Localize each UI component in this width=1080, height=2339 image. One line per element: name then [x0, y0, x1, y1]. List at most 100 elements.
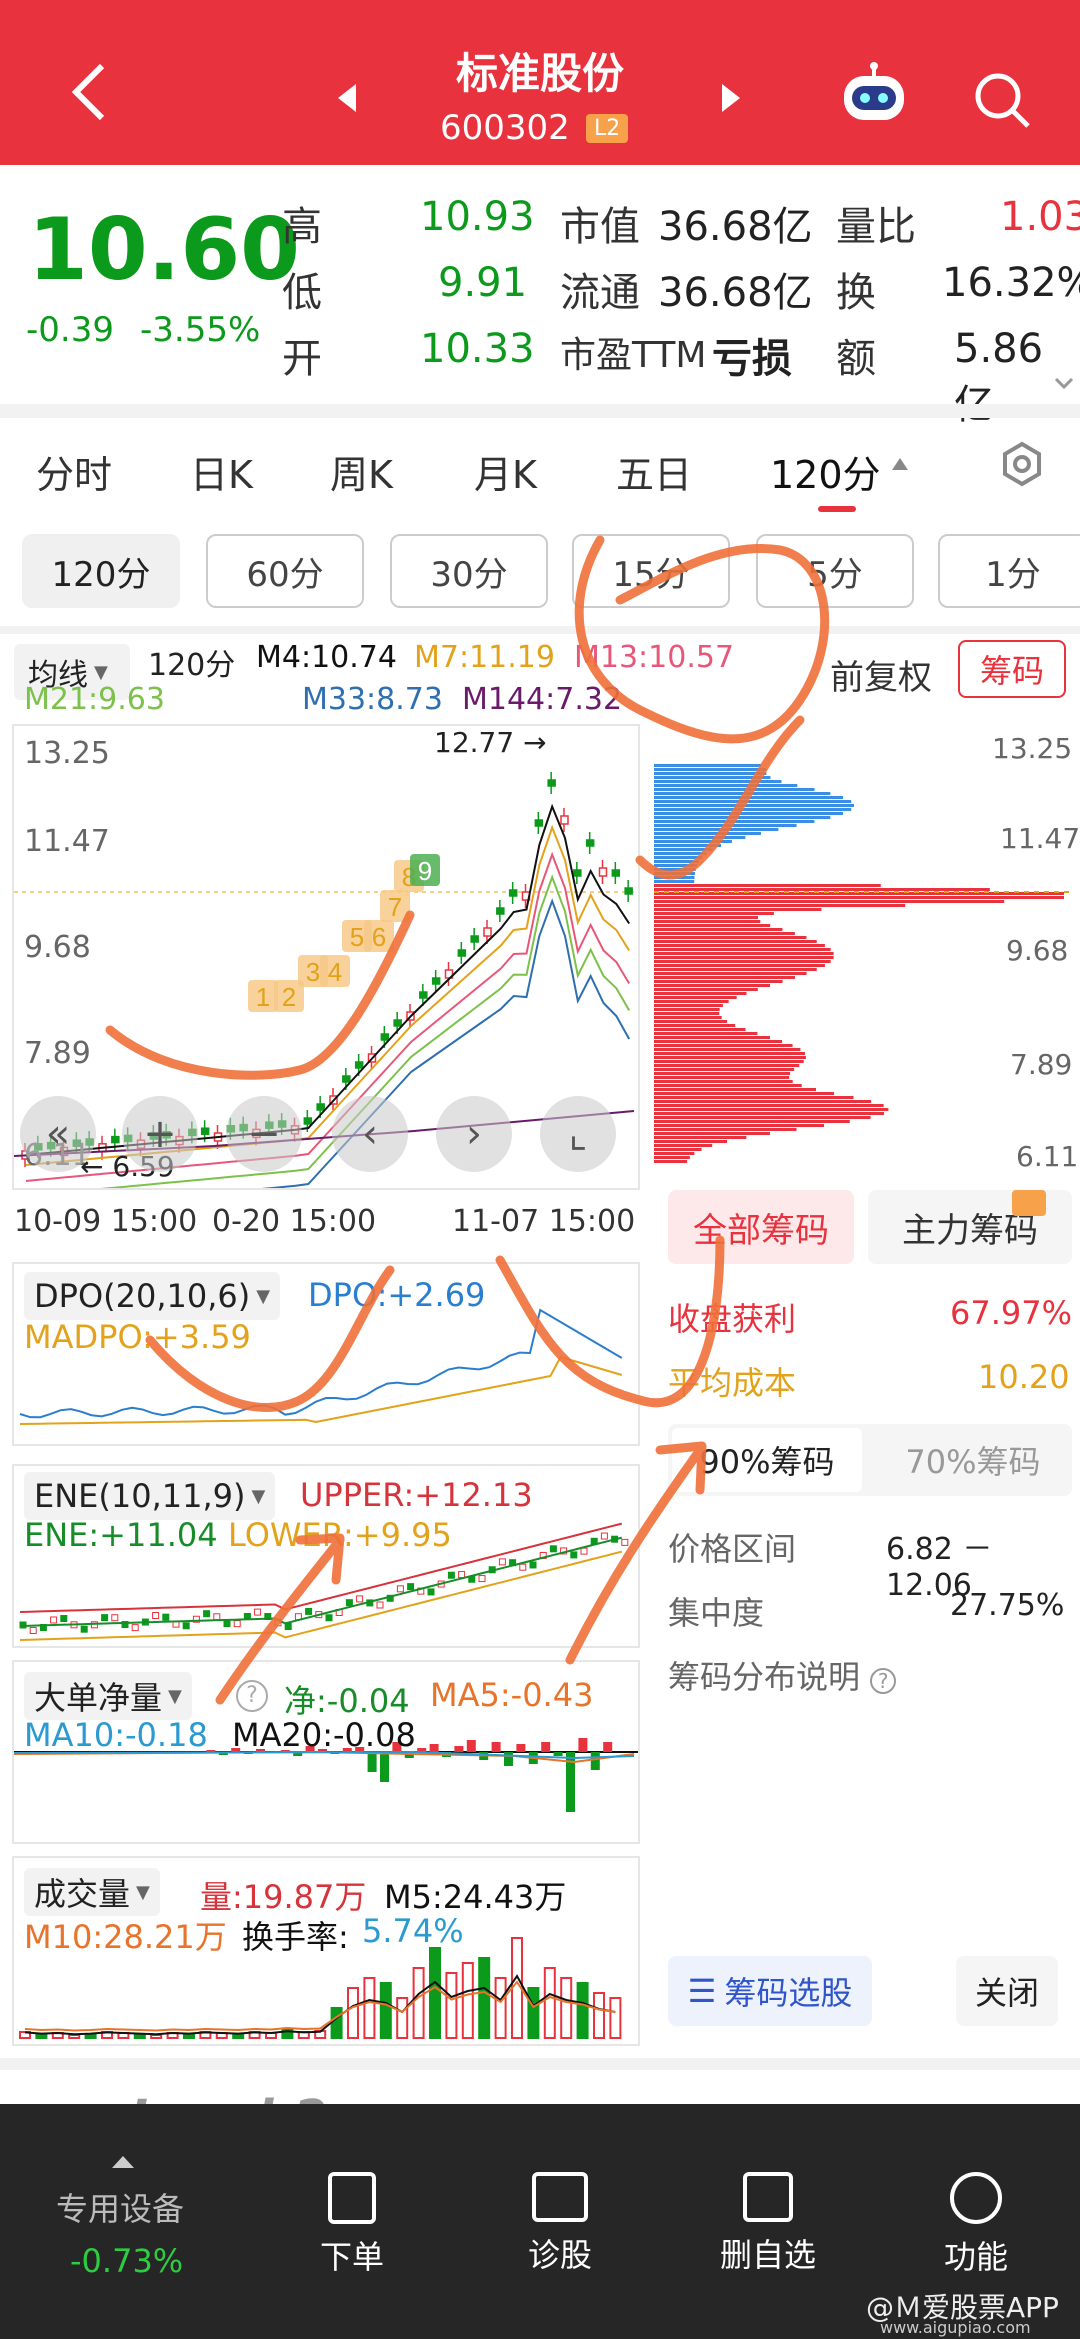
remove-watchlist-button[interactable]: 删自选	[678, 2172, 858, 2276]
ene-candle	[152, 1612, 160, 1620]
candle	[585, 839, 595, 847]
chips-button[interactable]: 筹码	[958, 640, 1066, 698]
chip-bar-profit	[654, 824, 797, 827]
help-icon[interactable]: ?	[236, 1680, 268, 1712]
collapse-icon[interactable]	[110, 2154, 136, 2174]
subtab-15min[interactable]: 15分	[572, 534, 730, 608]
prev-stock-icon[interactable]	[336, 82, 358, 118]
subtab-1min[interactable]: 1分	[938, 534, 1080, 608]
chip-y-tick: 6.11	[1016, 1140, 1079, 1173]
ma-type-select[interactable]: 均线 ▼	[14, 644, 130, 700]
top-header: 标准股份 600302 L2	[0, 0, 1080, 165]
chip-bar-profit	[654, 852, 707, 855]
chevron-down-icon: ▼	[94, 661, 108, 683]
tab-all-chips[interactable]: 全部筹码	[668, 1190, 854, 1264]
chip-bar-loss	[654, 952, 834, 955]
search-icon[interactable]	[972, 70, 1032, 134]
dpo-select[interactable]: DPO(20,10,6) ▼	[24, 1272, 281, 1320]
tab-week-k[interactable]: 周K	[330, 453, 393, 497]
volume-name: 成交量	[34, 1875, 131, 1913]
diagnose-button[interactable]: 诊股	[470, 2172, 650, 2276]
ene-select[interactable]: ENE(10,11,9) ▼	[24, 1472, 276, 1520]
rewind-icon[interactable]: «	[20, 1096, 96, 1172]
chip-bar-loss	[654, 1144, 713, 1147]
x-tick: 0-20 15:00	[212, 1204, 377, 1239]
next-stock-icon[interactable]	[720, 82, 742, 118]
y-tick: 7.89	[24, 1036, 91, 1071]
tab-five-day[interactable]: 五日	[616, 453, 693, 497]
function-button[interactable]: 功能	[886, 2172, 1066, 2278]
tab-120min[interactable]: 120分	[770, 453, 881, 497]
order-button[interactable]: 下单	[262, 2172, 442, 2278]
tab-month-k[interactable]: 月K	[474, 453, 537, 497]
ene-candle	[29, 1626, 37, 1634]
watermark: @Ｍ爱股票APP	[866, 2291, 1059, 2324]
chip-bar-loss	[654, 1000, 729, 1003]
volume-m5: M5:24.43万	[384, 1878, 567, 1916]
fullscreen-icon[interactable]: ⌞	[540, 1096, 616, 1172]
adjust-mode[interactable]: 前复权	[830, 658, 932, 698]
ma-m7: M7:11.19	[414, 640, 555, 675]
chip-y-tick: 9.68	[1006, 934, 1069, 967]
ene-candle	[458, 1571, 466, 1579]
tab-70pct[interactable]: 70%筹码	[905, 1443, 1041, 1481]
ene-candle	[254, 1608, 262, 1616]
zoom-out-icon[interactable]: −	[226, 1096, 302, 1172]
close-button[interactable]: 关闭	[956, 1956, 1058, 2026]
volume-select[interactable]: 成交量 ▼	[24, 1868, 160, 1916]
zoom-in-icon[interactable]: +	[122, 1096, 198, 1172]
subtab-5min[interactable]: 5分	[756, 534, 914, 608]
expand-quote-icon[interactable]	[1054, 376, 1074, 395]
chip-bar-loss	[654, 1028, 746, 1031]
subtab-120min[interactable]: 120分	[22, 534, 180, 608]
chips-select-button[interactable]: ☰ 筹码选股	[668, 1956, 872, 2026]
candle	[419, 991, 428, 999]
tab-intraday[interactable]: 分时	[36, 453, 113, 497]
chip-bar-profit	[654, 856, 702, 859]
chip-bar-loss	[654, 936, 807, 939]
ene-candle	[111, 1614, 119, 1622]
turnover-rate-value: 5.74%	[362, 1912, 464, 1950]
vol-ratio-label: 量比	[836, 204, 916, 250]
back-icon[interactable]	[68, 62, 108, 126]
chip-bar-loss	[654, 892, 1064, 895]
tab-main-chips[interactable]: 主力筹码	[868, 1190, 1072, 1264]
ene-candle	[396, 1585, 404, 1593]
chip-bar-loss	[654, 908, 822, 911]
chip-bar-loss	[654, 888, 990, 891]
chip-bar-loss	[654, 1072, 791, 1075]
scroll-right-icon[interactable]: ›	[436, 1096, 512, 1172]
ene-candle	[325, 1614, 333, 1622]
scroll-left-icon[interactable]: ‹	[332, 1096, 408, 1172]
robot-assistant-icon[interactable]	[838, 62, 910, 130]
subtab-60min[interactable]: 60分	[206, 534, 364, 608]
chip-bar-loss	[654, 1060, 804, 1063]
volume-bar	[150, 2034, 163, 2039]
ene-candle	[549, 1545, 557, 1553]
arrow-right-icon: →	[523, 726, 547, 759]
chip-bar-profit	[654, 812, 844, 815]
chip-bar-profit	[654, 800, 852, 803]
subtab-30min[interactable]: 30分	[390, 534, 548, 608]
diagnose-icon	[532, 2172, 588, 2222]
bigorder-ma10-line	[13, 1750, 635, 1760]
bigorder-bar	[466, 1740, 476, 1752]
tab-day-k[interactable]: 日K	[190, 453, 253, 497]
divider	[0, 2058, 1080, 2070]
profit-label: 收盘获利	[668, 1300, 797, 1338]
chip-bar-loss	[654, 928, 783, 931]
ene-candle	[356, 1595, 364, 1603]
bigorder-ma20: MA20:-0.08	[232, 1716, 416, 1754]
chip-bar-profit	[654, 848, 713, 851]
bigorder-select[interactable]: 大单净量 ▼	[24, 1672, 192, 1720]
chips-explain-link[interactable]: 筹码分布说明 ?	[668, 1652, 897, 1698]
sector-name[interactable]: 专用设备	[56, 2190, 185, 2228]
tab-90pct[interactable]: 90%筹码	[672, 1428, 862, 1492]
chevron-down-icon: ▼	[168, 1685, 182, 1707]
chip-bar-loss	[654, 1124, 825, 1127]
chip-bar-profit	[654, 836, 746, 839]
chip-bar-loss	[654, 1104, 884, 1107]
settings-icon[interactable]	[998, 440, 1046, 492]
concentration-value: 27.75%	[950, 1588, 1065, 1623]
bigorder-ma10: MA10:-0.18	[24, 1716, 208, 1754]
